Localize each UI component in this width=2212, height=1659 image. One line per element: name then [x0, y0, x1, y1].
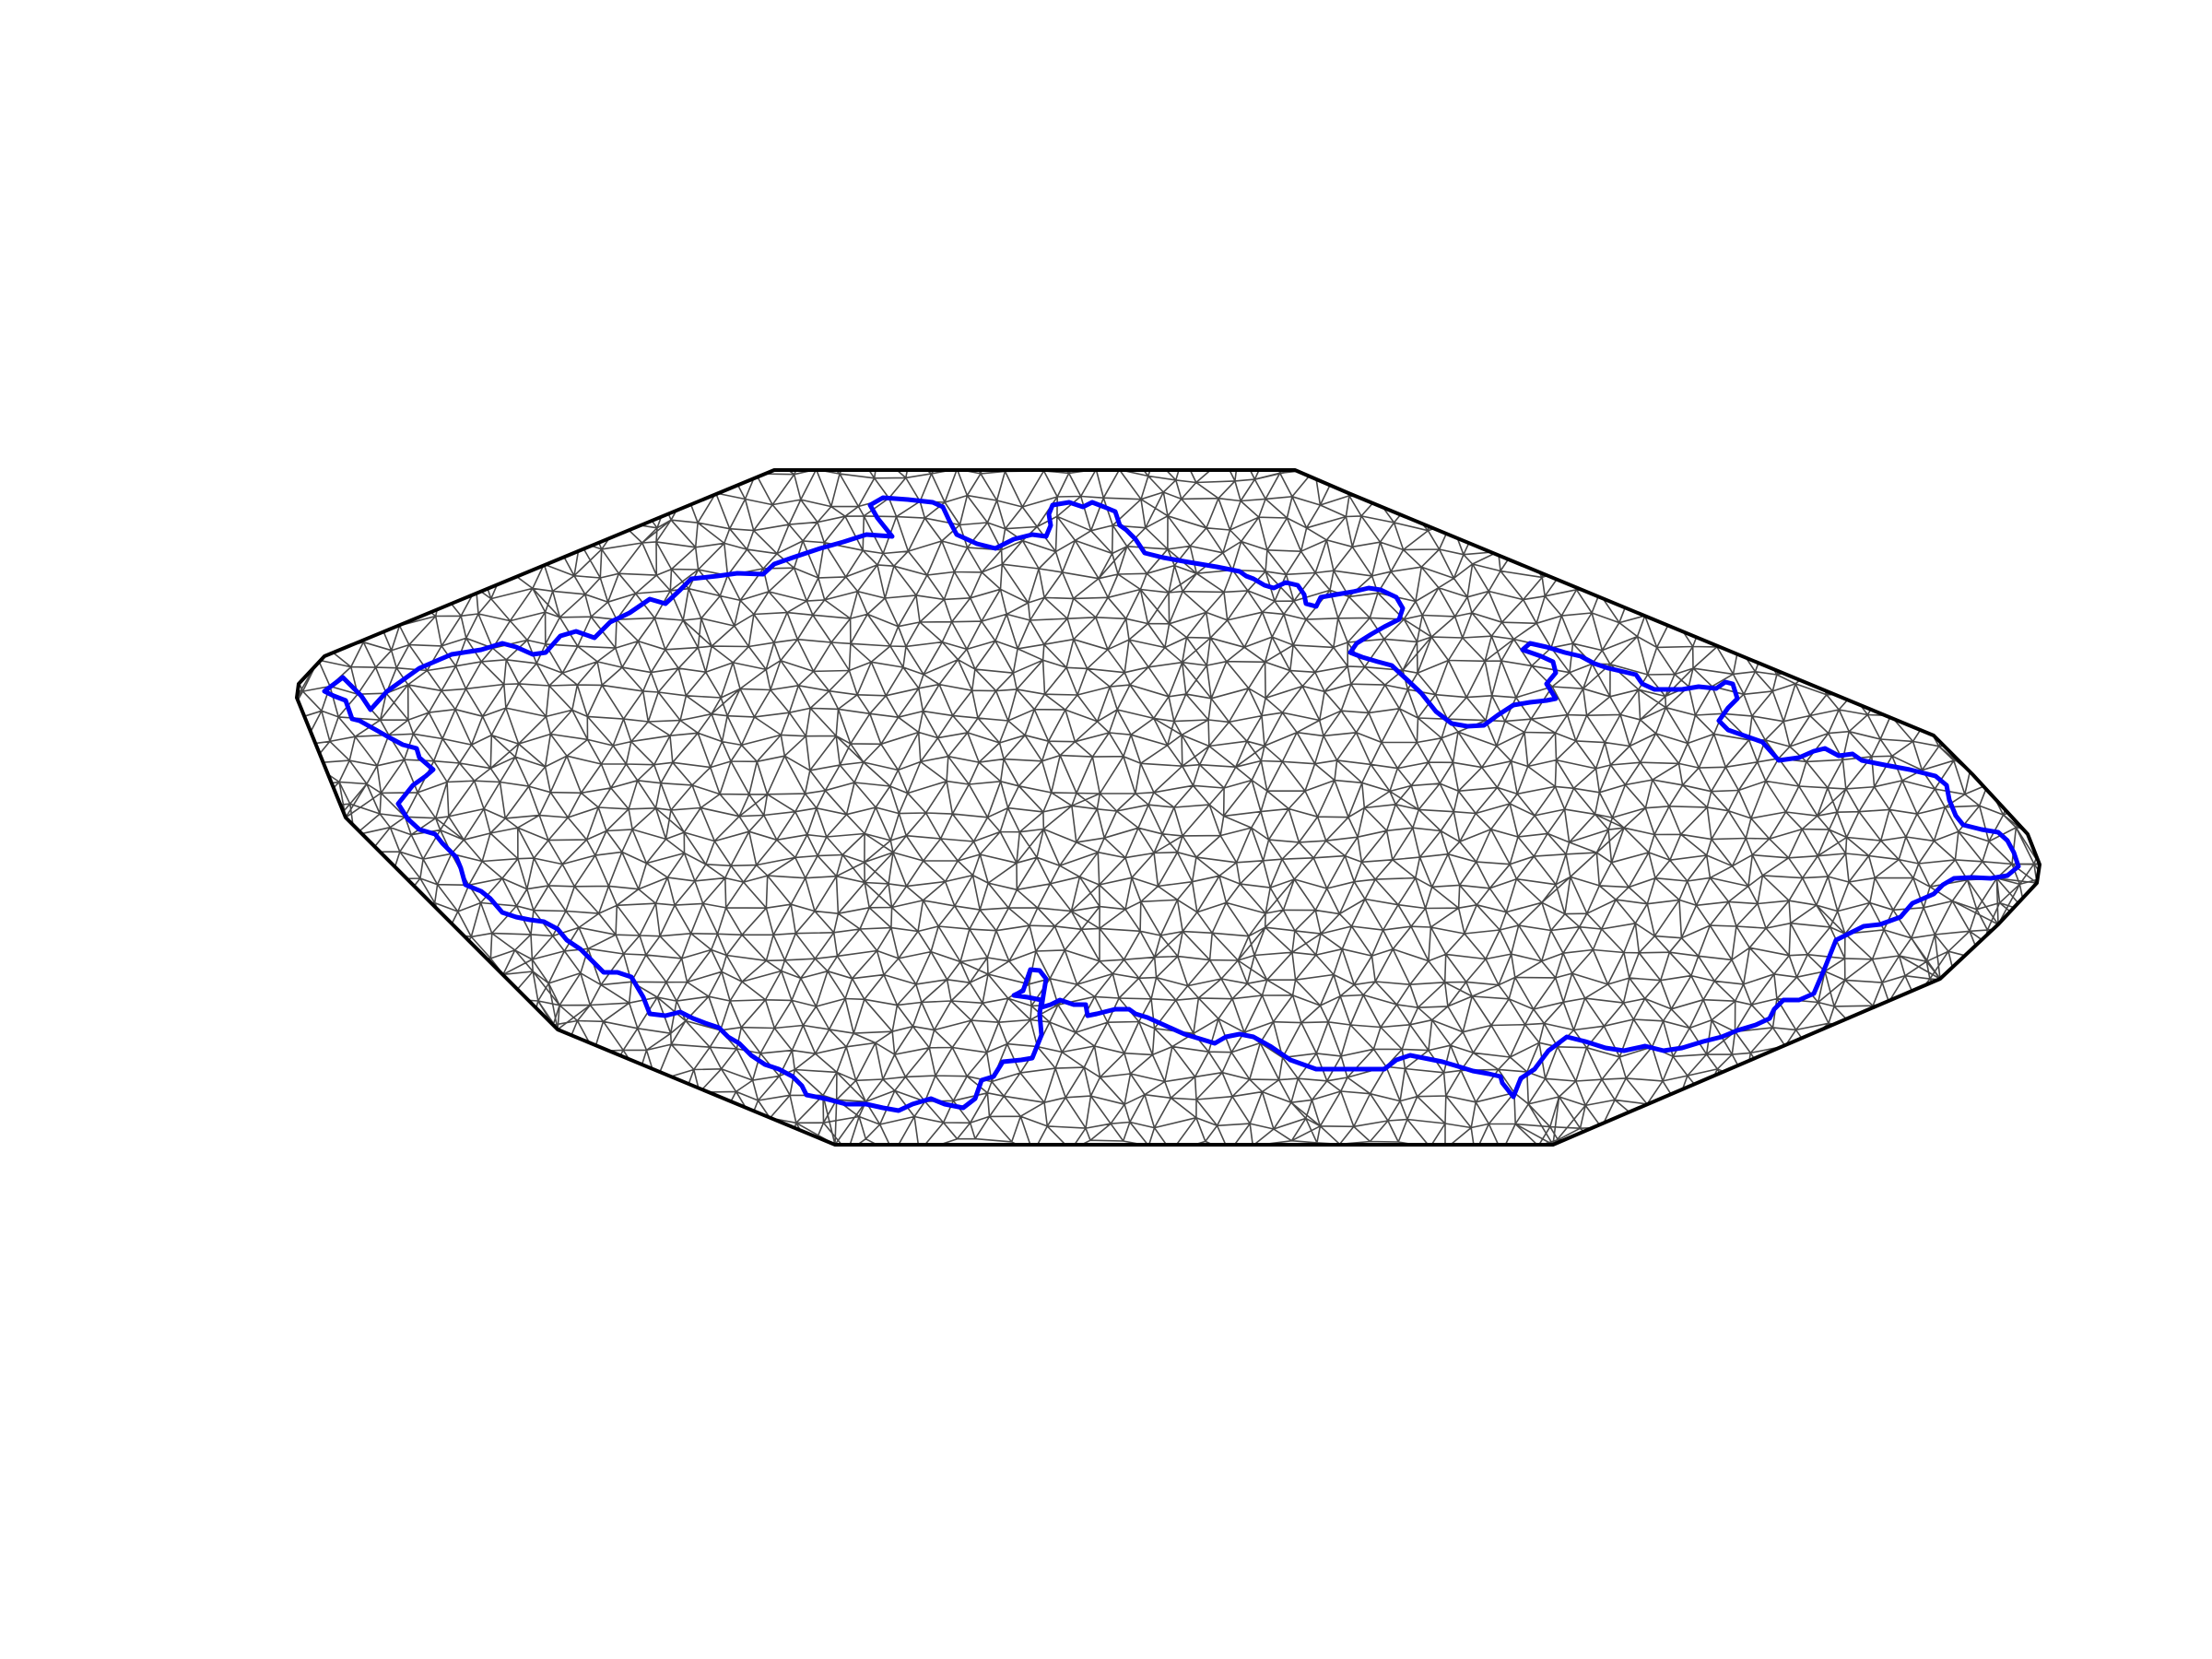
mesh-edges — [270, 444, 2065, 1154]
triangulation-mesh — [270, 444, 2065, 1154]
